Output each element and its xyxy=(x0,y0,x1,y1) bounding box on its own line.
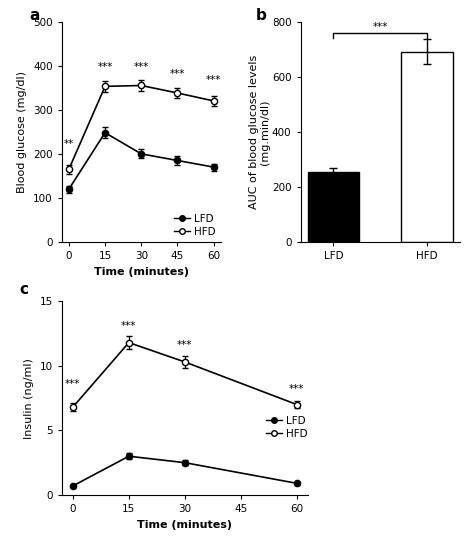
Legend: LFD, HFD: LFD, HFD xyxy=(266,416,308,438)
Text: ***: *** xyxy=(65,379,81,389)
Text: **: ** xyxy=(64,139,74,150)
Bar xyxy=(308,172,359,242)
Text: ***: *** xyxy=(97,62,113,72)
Text: ***: *** xyxy=(177,341,192,350)
Y-axis label: Insulin (ng/ml): Insulin (ng/ml) xyxy=(24,358,34,438)
Text: ***: *** xyxy=(121,321,137,331)
Text: ***: *** xyxy=(206,75,221,86)
Text: b: b xyxy=(256,8,267,23)
Text: c: c xyxy=(20,282,29,297)
Y-axis label: Blood glucose (mg/dl): Blood glucose (mg/dl) xyxy=(18,71,27,193)
Bar xyxy=(401,52,453,242)
Text: a: a xyxy=(30,8,40,23)
Text: ***: *** xyxy=(134,62,149,72)
X-axis label: Time (minutes): Time (minutes) xyxy=(137,520,232,529)
Legend: LFD, HFD: LFD, HFD xyxy=(174,214,216,237)
Y-axis label: AUC of blood glucose levels
(mg.min/dl): AUC of blood glucose levels (mg.min/dl) xyxy=(249,55,271,209)
Text: ***: *** xyxy=(170,69,185,79)
Text: ***: *** xyxy=(289,384,305,394)
Text: ***: *** xyxy=(373,22,388,32)
X-axis label: Time (minutes): Time (minutes) xyxy=(94,267,189,277)
